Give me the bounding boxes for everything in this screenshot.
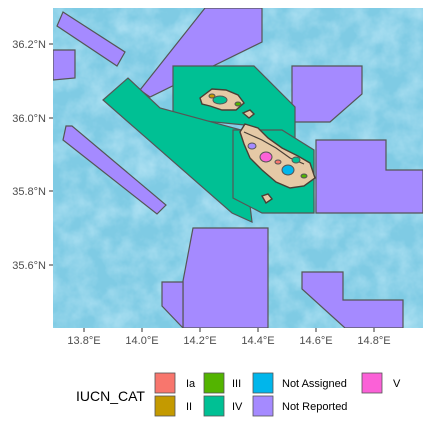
legend-key-not-assigned (252, 372, 274, 394)
legend-label-v: V (393, 378, 401, 390)
mpa-polygon (62, 125, 167, 215)
y-axis (49, 43, 53, 266)
legend-label-iii: III (232, 378, 241, 390)
legend-key-ia (154, 372, 176, 394)
legend-label-ii: II (186, 401, 192, 413)
x-tick-label: 14.6°E (299, 335, 332, 347)
iii-patch (234, 101, 242, 107)
legend-label-ia: Ia (186, 378, 196, 390)
v-patch (259, 151, 273, 163)
legend-label-iv: IV (232, 401, 243, 413)
legend-key-ii (154, 395, 176, 417)
comino-island (241, 109, 256, 119)
mpa-polygon (56, 11, 126, 67)
y-tick-label: 35.6°N (12, 260, 46, 272)
legend-key-not-reported (252, 395, 274, 417)
y-tick-label: 36.2°N (12, 39, 46, 51)
mpa-polygon (53, 49, 76, 81)
not-reported-areas (53, 8, 423, 328)
legend-label-not-reported: Not Reported (282, 401, 347, 413)
malta-island (239, 123, 316, 189)
x-tick-label: 14.2°E (183, 335, 216, 347)
x-tick-labels: 13.8°E 14.0°E 14.2°E 14.4°E 14.6°E 14.8°… (67, 335, 390, 347)
mpa-polygon (315, 139, 423, 214)
y-tick-label: 35.8°N (12, 186, 46, 198)
ia-patch (274, 159, 282, 165)
legend-title: IUCN_CAT (76, 388, 145, 404)
mpa-polygon (139, 8, 263, 98)
x-tick-label: 14.8°E (357, 335, 390, 347)
legend-key-iv (203, 395, 225, 417)
legend-key-iii (203, 372, 225, 394)
legend: IUCN_CAT Ia II III IV Not Assigned Not R… (76, 372, 401, 417)
not-assigned-patch (281, 164, 295, 176)
map-panel (53, 8, 423, 328)
iii-patch (300, 173, 308, 179)
x-axis (83, 328, 375, 332)
x-tick-label: 14.4°E (241, 335, 274, 347)
y-tick-labels: 36.2°N 36.0°N 35.8°N 35.6°N (12, 39, 46, 272)
mpa-polygon (182, 227, 269, 328)
mpa-polygon (161, 281, 184, 328)
legend-key-v (361, 372, 383, 394)
not-reported-patch (247, 142, 257, 150)
mpa-polygon (301, 271, 404, 328)
ii-patch (208, 93, 216, 99)
iv-patch (291, 156, 301, 164)
y-tick-label: 36.0°N (12, 113, 46, 125)
x-tick-label: 13.8°E (67, 335, 100, 347)
x-tick-label: 14.0°E (125, 335, 158, 347)
legend-label-not-assigned: Not Assigned (282, 378, 347, 390)
filfla-islet (260, 193, 274, 204)
coastal-patches (208, 93, 308, 179)
iv-patch (212, 95, 228, 105)
